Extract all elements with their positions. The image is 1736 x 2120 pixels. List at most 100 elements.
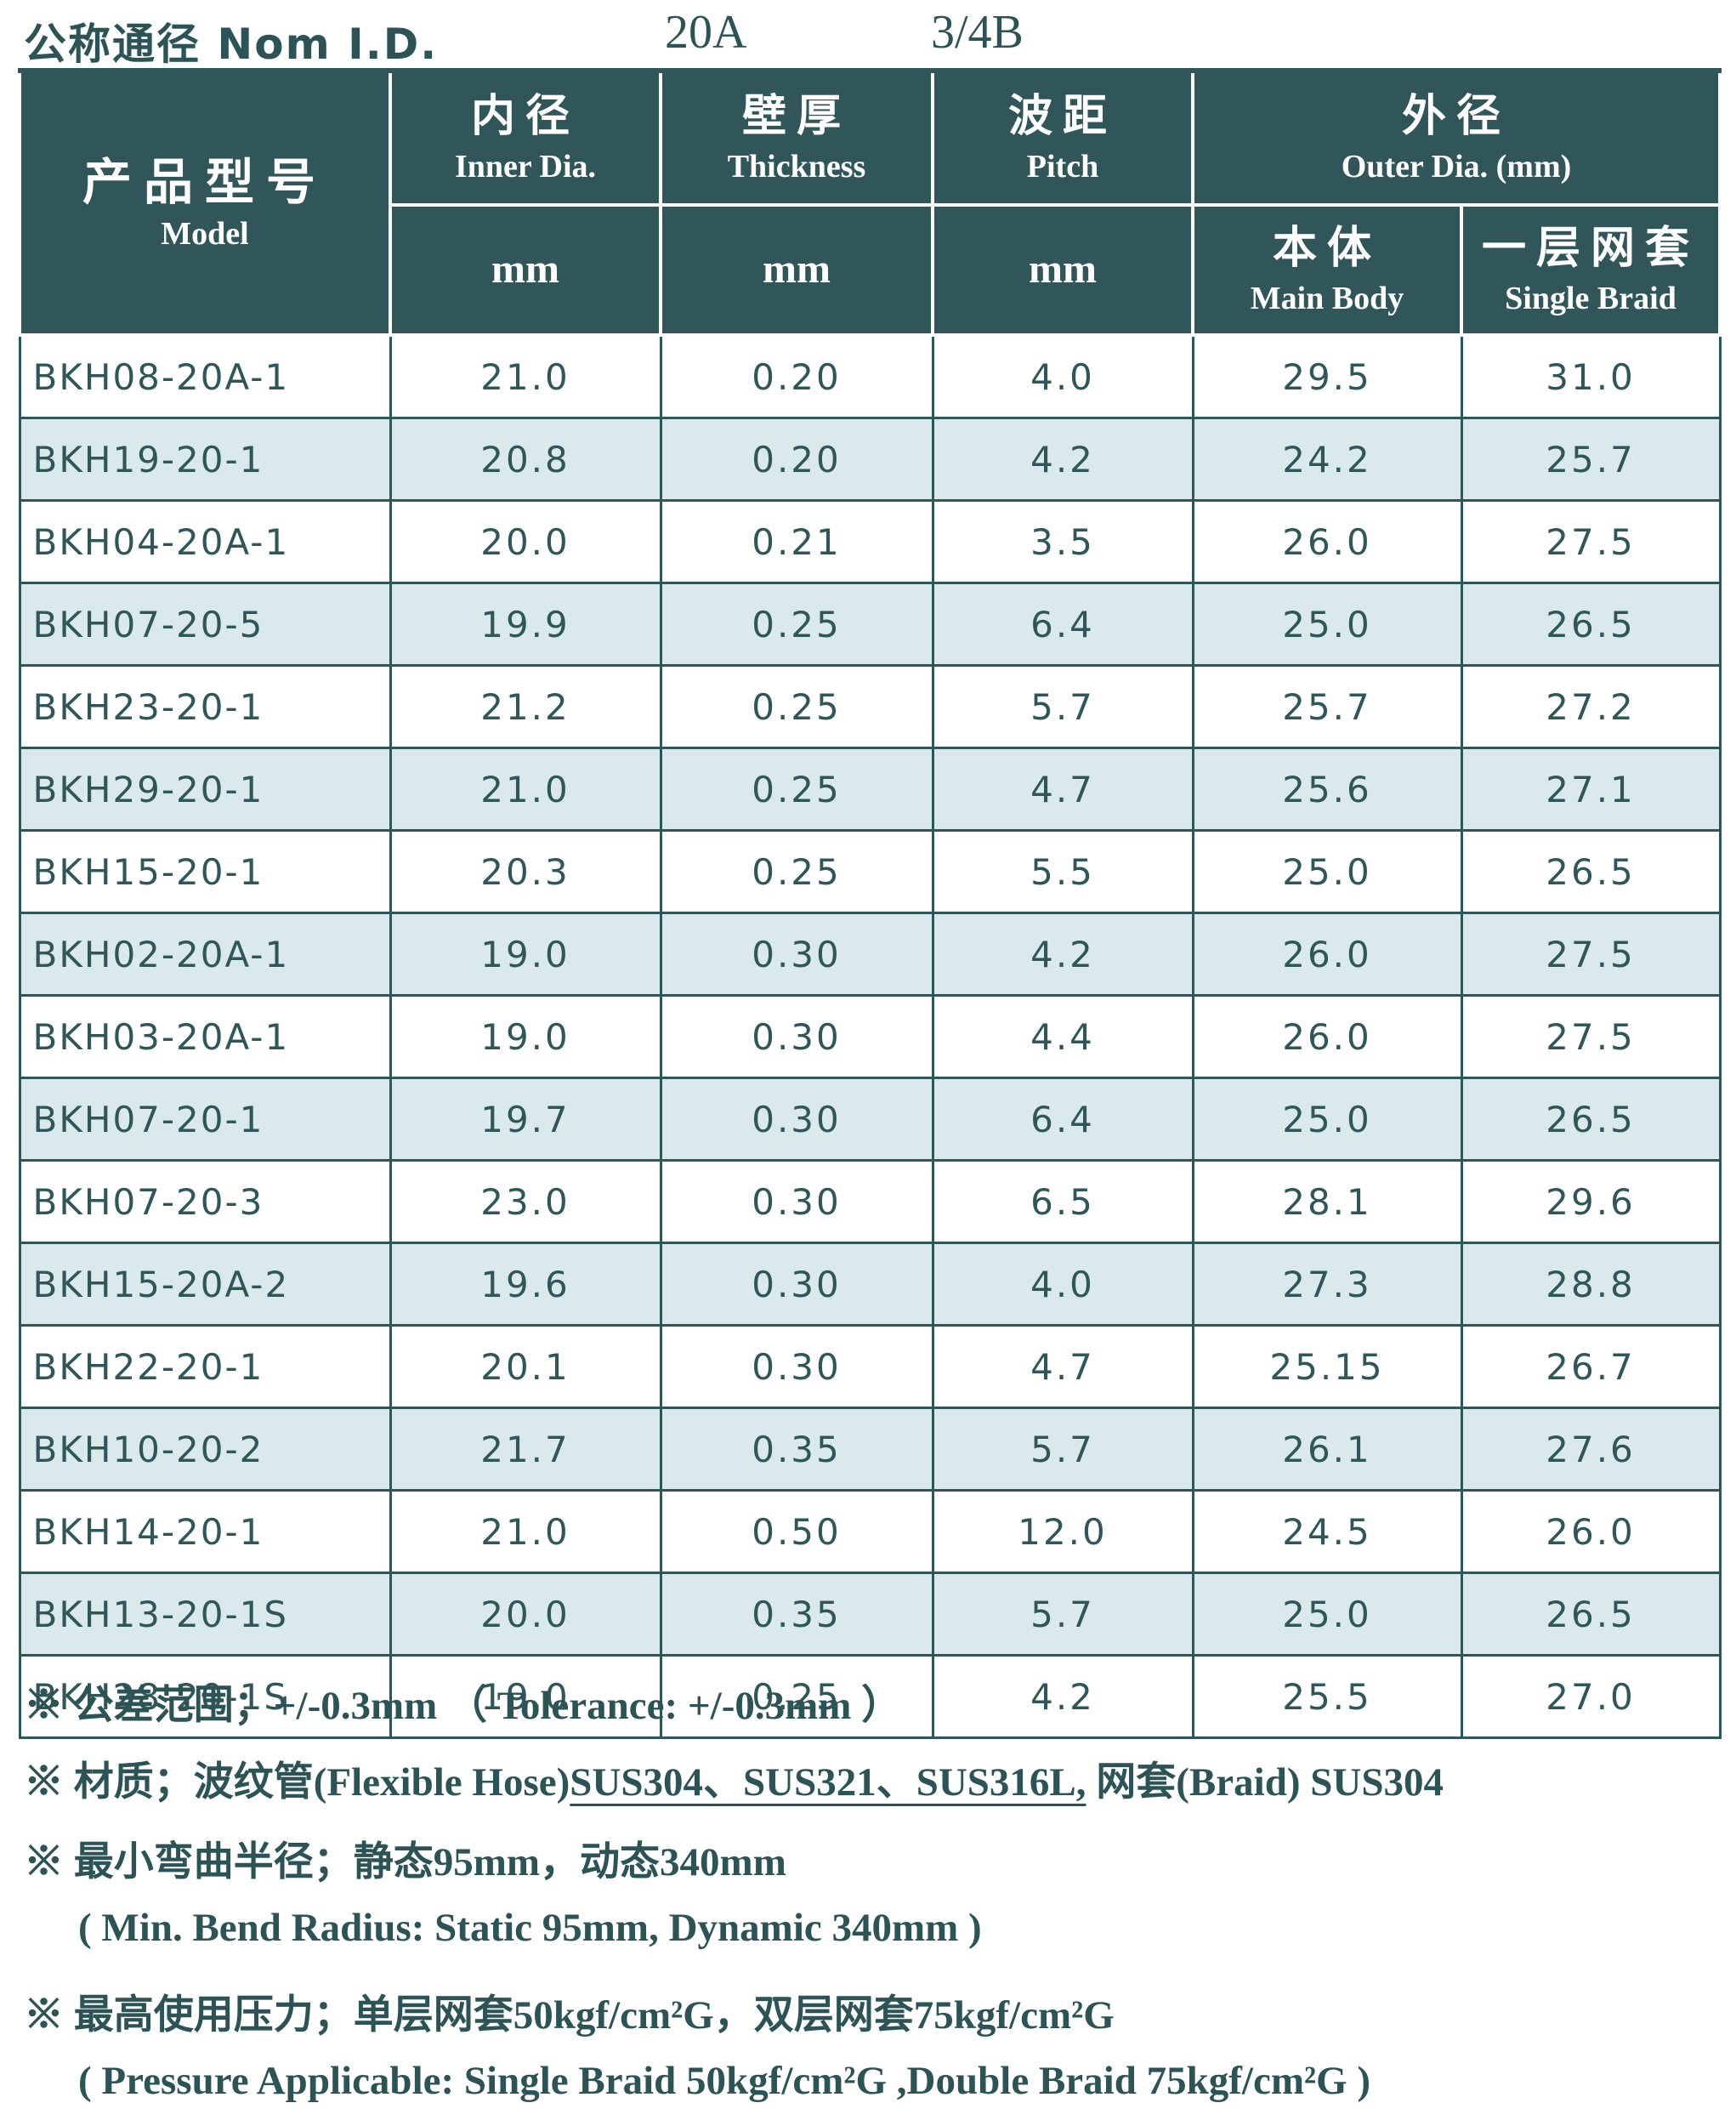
cell-outer-main-body: 28.1 (1191, 1159, 1463, 1244)
cell-thickness: 0.20 (659, 417, 934, 502)
spec-table-body: BKH08-20A-1 21.0 0.20 4.0 29.5 31.0 BKH1… (18, 333, 1722, 1739)
cell-outer-main-body: 24.5 (1191, 1489, 1463, 1574)
cell-inner-dia: 19.7 (389, 1077, 662, 1162)
cell-pitch: 4.7 (931, 747, 1194, 832)
cell-model: BKH15-20A-2 (18, 1242, 392, 1327)
cell-outer-main-body: 25.6 (1191, 747, 1463, 832)
cell-model: BKH14-20-1 (18, 1489, 392, 1574)
cell-inner-dia: 21.0 (389, 1489, 662, 1574)
header-outer-dia-zh: 外径 (1402, 90, 1512, 142)
cell-outer-main-body: 26.0 (1191, 499, 1463, 584)
table-row: BKH04-20A-1 20.0 0.21 3.5 26.0 27.5 (18, 499, 1722, 584)
cell-thickness: 0.25 (659, 747, 934, 832)
note-material: ※ 材质；波纹管(Flexible Hose)SUS304、SUS321、SUS… (24, 1748, 1444, 1807)
cell-thickness: 0.21 (659, 499, 934, 584)
spec-table: 产品型号 Model 内径 Inner Dia. 壁厚 Thickness 波距… (18, 68, 1722, 1739)
cell-thickness: 0.50 (659, 1489, 934, 1574)
cell-outer-main-body: 29.5 (1191, 333, 1463, 419)
cell-inner-dia: 19.0 (389, 912, 662, 997)
header-single-braid-en: Single Braid (1505, 280, 1676, 316)
table-row: BKH03-20A-1 19.0 0.30 4.4 26.0 27.5 (18, 994, 1722, 1079)
cell-thickness: 0.30 (659, 1242, 934, 1327)
table-row: BKH23-20-1 21.2 0.25 5.7 25.7 27.2 (18, 664, 1722, 749)
header-outer-dia: 外径 Outer Dia. (mm) (1190, 68, 1722, 207)
cell-outer-single-braid: 26.0 (1460, 1489, 1722, 1574)
table-row: BKH22-20-1 20.1 0.30 4.7 25.15 26.7 (18, 1324, 1722, 1409)
table-row: BKH02-20A-1 19.0 0.30 4.2 26.0 27.5 (18, 912, 1722, 997)
header-unit-pitch-label: mm (1029, 247, 1097, 293)
cell-inner-dia: 20.1 (389, 1324, 662, 1409)
cell-model: BKH15-20-1 (18, 829, 392, 914)
header-outer-dia-en: Outer Dia. (mm) (1341, 148, 1572, 185)
cell-inner-dia: 19.0 (389, 1654, 662, 1739)
cell-outer-single-braid: 26.5 (1460, 829, 1722, 914)
cell-inner-dia: 19.0 (389, 994, 662, 1079)
cell-outer-single-braid: 26.5 (1460, 1077, 1722, 1162)
cell-pitch: 12.0 (931, 1489, 1194, 1574)
cell-thickness: 0.20 (659, 333, 934, 419)
cell-inner-dia: 21.2 (389, 664, 662, 749)
cell-thickness: 0.25 (659, 582, 934, 667)
cell-pitch: 4.0 (931, 333, 1194, 419)
header-single-braid: 一层网套 Single Braid (1459, 203, 1722, 337)
cell-pitch: 6.5 (931, 1159, 1194, 1244)
header-model-zh: 产品型号 (82, 152, 327, 211)
header-single-braid-zh: 一层网套 (1482, 222, 1700, 274)
cell-thickness: 0.30 (659, 1077, 934, 1162)
cell-thickness: 0.30 (659, 994, 934, 1079)
cell-pitch: 5.7 (931, 1407, 1194, 1492)
header-thickness-en: Thickness (727, 148, 866, 185)
note-bend-radius-en: ( Min. Bend Radius: Static 95mm, Dynamic… (78, 1906, 982, 1950)
cell-inner-dia: 20.3 (389, 829, 662, 914)
cell-outer-single-braid: 26.5 (1460, 582, 1722, 667)
cell-model: BKH04-20A-1 (18, 499, 392, 584)
cell-outer-main-body: 25.0 (1191, 829, 1463, 914)
header-main-body-zh: 本体 (1272, 222, 1381, 274)
cell-outer-single-braid: 29.6 (1460, 1159, 1722, 1244)
note-tolerance: ※ 公差范围；+/-0.3mm （ Tolerance: +/-0.3mm ） (24, 1684, 902, 1728)
cell-outer-single-braid: 27.5 (1460, 994, 1722, 1079)
cell-inner-dia: 20.0 (389, 1572, 662, 1657)
cell-model: BKH13-20-1S (18, 1572, 392, 1657)
header-unit-inner-label: mm (491, 247, 559, 293)
cell-outer-main-body: 25.5 (1191, 1654, 1463, 1739)
cell-model: BKH23-20-1 (18, 664, 392, 749)
table-row: BKH28-20-1S 19.0 0.25 4.2 25.5 27.0 (18, 1654, 1722, 1739)
cell-thickness: 0.25 (659, 664, 934, 749)
header-thickness-zh: 壁厚 (741, 90, 851, 142)
cell-inner-dia: 21.0 (389, 333, 662, 419)
cell-pitch: 5.5 (931, 829, 1194, 914)
cell-model: BKH03-20A-1 (18, 994, 392, 1079)
cell-model: BKH07-20-3 (18, 1159, 392, 1244)
header-model: 产品型号 Model (18, 68, 392, 337)
cell-outer-single-braid: 28.8 (1460, 1242, 1722, 1327)
cell-inner-dia: 23.0 (389, 1159, 662, 1244)
cell-inner-dia: 20.8 (389, 417, 662, 502)
cell-outer-single-braid: 31.0 (1460, 333, 1722, 419)
cell-model: BKH10-20-2 (18, 1407, 392, 1492)
cell-model: BKH28-20-1S (18, 1654, 392, 1739)
spec-table-header: 产品型号 Model 内径 Inner Dia. 壁厚 Thickness 波距… (18, 68, 1722, 337)
cell-outer-main-body: 26.0 (1191, 912, 1463, 997)
nominal-id-value-34b: 3/4B (931, 6, 1024, 59)
header-inner-dia: 内径 Inner Dia. (389, 68, 662, 207)
cell-thickness: 0.30 (659, 1324, 934, 1409)
cell-pitch: 4.2 (931, 417, 1194, 502)
note-bend-radius-zh: ※ 最小弯曲半径；静态95mm，动态340mm (24, 1840, 786, 1884)
cell-pitch: 5.7 (931, 1572, 1194, 1657)
cell-pitch: 4.0 (931, 1242, 1194, 1327)
header-pitch: 波距 Pitch (931, 68, 1194, 207)
cell-inner-dia: 19.9 (389, 582, 662, 667)
nominal-id-value-20a: 20A (665, 6, 747, 59)
cell-pitch: 6.4 (931, 1077, 1194, 1162)
cell-model: BKH19-20-1 (18, 417, 392, 502)
cell-outer-single-braid: 26.7 (1460, 1324, 1722, 1409)
cell-outer-single-braid: 26.5 (1460, 1572, 1722, 1657)
cell-outer-single-braid: 27.5 (1460, 499, 1722, 584)
cell-pitch: 4.2 (931, 912, 1194, 997)
cell-outer-single-braid: 27.0 (1460, 1654, 1722, 1739)
cell-thickness: 0.30 (659, 1159, 934, 1244)
note-material-grades: SUS304、SUS321、SUS316L, (570, 1760, 1086, 1805)
table-row: BKH07-20-1 19.7 0.30 6.4 25.0 26.5 (18, 1077, 1722, 1162)
